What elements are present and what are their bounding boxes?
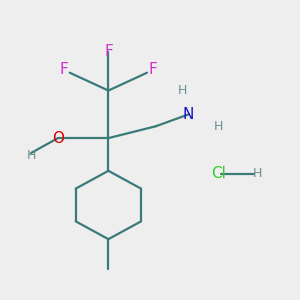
- Text: H: H: [178, 84, 188, 97]
- Text: N: N: [183, 107, 194, 122]
- Text: Cl: Cl: [211, 166, 226, 181]
- Text: H: H: [26, 149, 36, 162]
- Text: F: F: [104, 44, 113, 59]
- Text: H: H: [252, 167, 262, 180]
- Text: F: F: [148, 62, 157, 77]
- Text: H: H: [214, 120, 223, 133]
- Text: F: F: [59, 62, 68, 77]
- Text: O: O: [52, 130, 64, 146]
